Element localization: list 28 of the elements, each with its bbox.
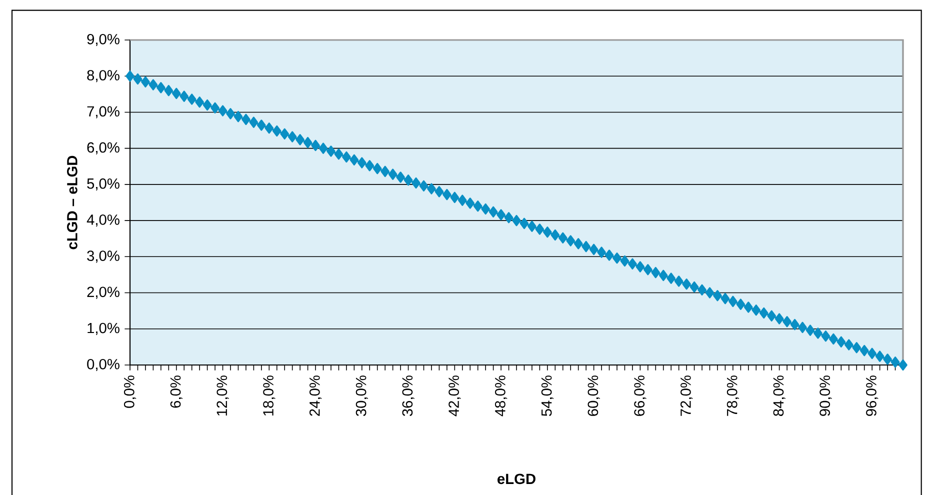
y-tick-label: 9,0% — [87, 34, 120, 46]
x-tick-label: 96,0% — [866, 376, 878, 416]
x-tick-label: 36,0% — [402, 376, 414, 416]
x-tick-label: 72,0% — [680, 376, 693, 416]
y-tick-label: 4,0% — [86, 214, 120, 227]
x-tick-label: 30,0% — [356, 376, 368, 416]
x-tick-label: 12,0% — [216, 376, 229, 416]
y-tick-label: 6,0% — [87, 142, 120, 154]
x-tick-label: 90,0% — [820, 376, 832, 416]
x-tick-label: 18,0% — [263, 376, 276, 416]
y-tick-label: 7,0% — [87, 106, 120, 118]
x-tick-label: 42,0% — [448, 376, 461, 416]
x-tick-label: 60,0% — [588, 376, 600, 416]
y-tick-label: 0,0% — [87, 358, 120, 372]
y-tick-label: 2,0% — [87, 286, 120, 299]
y-tick-label: 3,0% — [87, 250, 120, 263]
x-tick-label: 84,0% — [773, 376, 786, 416]
x-axis-title: eLGD — [498, 474, 536, 484]
y-tick-label: 1,0% — [88, 322, 120, 335]
x-tick-label: 66,0% — [634, 376, 646, 416]
y-tick-label: 5,0% — [87, 178, 120, 190]
x-tick-label: 24,0% — [309, 376, 322, 416]
y-axis-title: cLGD – eLGD — [67, 156, 78, 250]
x-tick-label: 48,0% — [495, 376, 508, 416]
x-tick-label: 54,0% — [541, 376, 554, 416]
x-tick-label: 78,0% — [726, 376, 740, 416]
x-tick-label: 6,0% — [170, 376, 182, 408]
y-tick-label: 8,0% — [87, 70, 120, 82]
